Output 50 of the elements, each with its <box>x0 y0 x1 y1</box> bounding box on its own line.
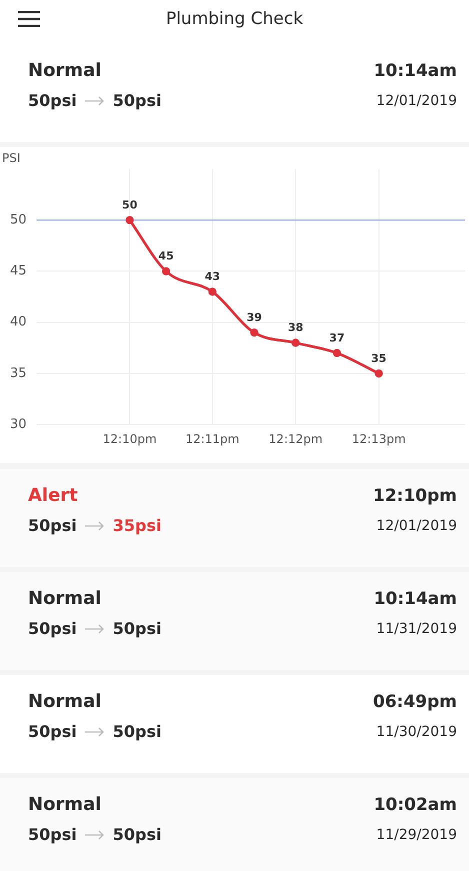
text: 12/01/2019 <box>376 518 457 534</box>
text: Plumbing Check <box>166 9 304 29</box>
text: 06:49pm <box>373 692 457 712</box>
text: 10:14am <box>374 588 457 608</box>
text: 50psi <box>28 516 77 535</box>
y-tick-label: 30 <box>10 416 27 432</box>
data-label: 39 <box>246 310 262 324</box>
text: Normal <box>28 588 102 609</box>
data-label: 45 <box>158 250 174 263</box>
text: 12:10pm <box>373 486 457 506</box>
text: 11/31/2019 <box>376 620 457 636</box>
y-tick-label: 45 <box>10 264 27 279</box>
text: 50psi <box>112 722 162 741</box>
x-tick-label: 12:10pm <box>102 432 157 446</box>
data-label: 37 <box>329 331 345 344</box>
point <box>162 267 170 276</box>
data-label: 50 <box>122 198 138 212</box>
point <box>292 338 300 347</box>
x-tick-label: 12:12pm <box>268 432 323 446</box>
y-tick-label: 35 <box>10 366 27 381</box>
text: 11/29/2019 <box>376 826 457 842</box>
point <box>374 369 383 378</box>
point <box>126 216 134 224</box>
y-tick-label: 40 <box>10 314 27 330</box>
text: 12/01/2019 <box>376 92 457 108</box>
x-tick-label: 12:11pm <box>185 432 240 446</box>
text: 10:02am <box>374 794 457 814</box>
text: 50psi <box>28 825 77 844</box>
x-tick-label: 12:13pm <box>352 432 406 446</box>
text: 50psi <box>112 825 162 844</box>
text: 50psi <box>112 91 162 110</box>
text: 50psi <box>28 91 77 110</box>
text: Alert <box>28 485 78 506</box>
data-label: 43 <box>204 270 220 284</box>
text: 50psi <box>28 722 77 741</box>
data-label: 35 <box>371 352 386 365</box>
text: 10:14am <box>374 60 457 80</box>
y-tick-label: 50 <box>10 212 27 228</box>
text: Normal <box>28 691 102 712</box>
text: 50psi <box>112 619 162 638</box>
point <box>250 328 258 337</box>
y-axis-title: PSI <box>2 151 20 166</box>
text: 50psi <box>28 619 77 638</box>
point <box>208 288 216 296</box>
text: Normal <box>28 794 102 815</box>
text: Normal <box>28 60 102 81</box>
text: 11/30/2019 <box>376 724 457 740</box>
point <box>332 349 341 358</box>
text: 35psi <box>112 516 162 535</box>
data-label: 38 <box>288 321 304 334</box>
